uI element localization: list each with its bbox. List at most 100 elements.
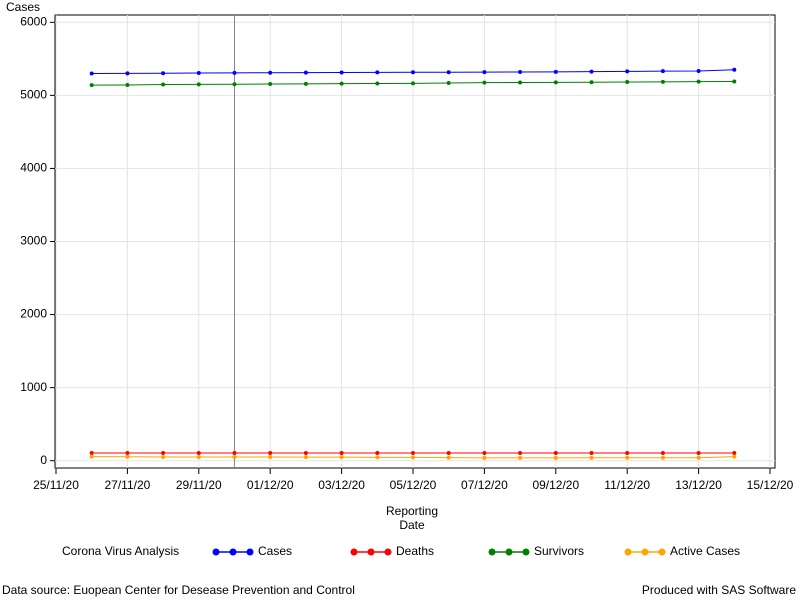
- data-point: [196, 71, 201, 76]
- data-point: [89, 454, 94, 459]
- data-point: [339, 81, 344, 86]
- data-point: [553, 451, 558, 456]
- data-point: [411, 70, 415, 75]
- y-tick-label: 5000: [20, 88, 47, 102]
- x-tick-label: 07/12/20: [461, 478, 508, 492]
- data-point: [446, 80, 451, 85]
- data-point: [125, 454, 130, 459]
- data-point: [625, 455, 630, 460]
- y-tick-label: 2000: [20, 307, 47, 321]
- legend-marker: [522, 548, 530, 556]
- data-point: [232, 82, 237, 87]
- legend-label: Deaths: [396, 544, 434, 558]
- legend-marker: [246, 548, 254, 556]
- x-tick-label: 27/11/20: [104, 478, 150, 492]
- data-point: [446, 455, 451, 460]
- data-point: [553, 455, 558, 460]
- data-point: [482, 455, 487, 460]
- data-point: [268, 455, 273, 460]
- data-point: [732, 451, 737, 456]
- data-point: [303, 70, 308, 75]
- data-point: [732, 67, 737, 72]
- footnote: Produced with SAS Software: [642, 583, 796, 597]
- data-point: [232, 454, 237, 459]
- legend-marker: [367, 548, 375, 556]
- data-point: [303, 451, 308, 456]
- data-point: [125, 82, 130, 87]
- y-tick-label: 6000: [20, 14, 47, 28]
- data-point: [482, 80, 487, 85]
- data-point: [696, 455, 701, 460]
- x-tick-label: 25/11/20: [33, 478, 79, 492]
- data-point: [89, 83, 94, 88]
- x-tick-label: 11/12/20: [604, 478, 650, 492]
- data-point: [446, 70, 451, 75]
- data-point: [625, 80, 630, 85]
- y-axis-label: Cases: [6, 0, 40, 14]
- data-point: [161, 71, 166, 76]
- legend-label: Active Cases: [670, 544, 740, 558]
- data-point: [625, 451, 630, 456]
- data-point: [518, 455, 523, 460]
- y-tick-label: 4000: [20, 161, 47, 175]
- data-point: [589, 455, 594, 460]
- data-point: [161, 82, 166, 87]
- x-tick-label: 05/12/20: [390, 478, 437, 492]
- data-point: [660, 451, 665, 456]
- data-point: [375, 81, 380, 86]
- legend-label: Survivors: [534, 544, 584, 558]
- data-point: [303, 81, 308, 86]
- data-point: [268, 82, 273, 87]
- data-point: [482, 451, 487, 456]
- data-point: [696, 79, 701, 84]
- legend-marker: [641, 548, 649, 556]
- data-point: [696, 451, 701, 456]
- x-tick-label: 15/12/20: [747, 478, 794, 492]
- data-point: [89, 71, 94, 76]
- data-point: [411, 451, 415, 456]
- data-point: [339, 451, 344, 456]
- data-point: [553, 80, 558, 85]
- data-point: [625, 69, 630, 74]
- data-point: [411, 455, 415, 460]
- legend-label: Cases: [258, 544, 292, 558]
- data-point: [125, 71, 130, 76]
- data-point: [518, 80, 523, 85]
- data-point: [553, 69, 558, 74]
- legend-title: Corona Virus Analysis: [62, 544, 179, 558]
- data-point: [589, 80, 594, 85]
- x-tick-label: 29/11/20: [176, 478, 222, 492]
- data-point: [196, 451, 201, 456]
- data-point: [446, 451, 451, 456]
- legend-marker: [624, 548, 632, 556]
- legend-marker: [488, 548, 496, 556]
- legend-marker: [505, 548, 513, 556]
- data-point: [375, 455, 380, 460]
- data-point: [482, 70, 487, 75]
- data-point: [518, 69, 523, 74]
- x-tick-label: 03/12/20: [318, 478, 365, 492]
- x-axis-label: Date: [399, 518, 425, 532]
- data-point: [660, 69, 665, 74]
- data-point: [660, 79, 665, 84]
- data-point: [161, 455, 166, 460]
- legend-marker: [384, 548, 392, 556]
- data-point: [232, 451, 237, 456]
- legend-marker: [212, 548, 220, 556]
- data-point: [125, 451, 130, 456]
- data-point: [339, 70, 344, 75]
- data-point: [339, 455, 344, 460]
- legend-marker: [658, 548, 666, 556]
- data-point: [89, 451, 94, 456]
- legend-marker: [229, 548, 237, 556]
- data-point: [411, 81, 415, 86]
- legend-marker: [350, 548, 358, 556]
- data-point: [232, 70, 237, 75]
- data-point: [696, 69, 701, 74]
- data-point: [161, 451, 166, 456]
- x-tick-label: 09/12/20: [532, 478, 579, 492]
- data-point: [196, 82, 201, 87]
- data-point: [375, 451, 380, 456]
- data-point: [196, 454, 201, 459]
- data-point: [518, 451, 523, 456]
